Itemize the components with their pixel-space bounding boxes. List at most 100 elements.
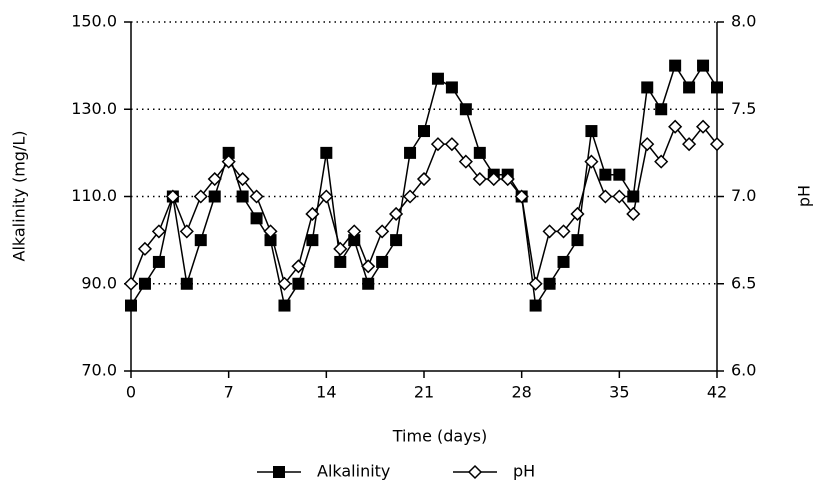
y2-tick-label: 8.0 <box>731 12 756 31</box>
point <box>542 224 557 239</box>
point <box>333 241 348 256</box>
y2-tick-label: 7.0 <box>731 186 756 205</box>
point <box>389 206 404 222</box>
point <box>459 103 472 116</box>
point <box>249 189 264 204</box>
point <box>431 72 444 85</box>
x-tick-label: 28 <box>511 383 531 402</box>
legend-marker <box>273 466 285 478</box>
point <box>320 146 333 159</box>
point <box>319 189 334 204</box>
point <box>528 276 543 291</box>
point <box>709 137 725 152</box>
point <box>263 224 278 239</box>
y-tick-label: 130.0 <box>71 99 117 118</box>
point <box>444 137 459 152</box>
point <box>404 146 417 159</box>
point <box>137 241 153 256</box>
point <box>473 146 486 159</box>
point <box>500 171 515 187</box>
point <box>598 189 613 204</box>
x-tick-label: 21 <box>414 383 434 402</box>
y-tick-label: 70.0 <box>81 361 117 380</box>
point <box>402 189 418 204</box>
point <box>152 255 165 268</box>
point <box>571 234 584 247</box>
point <box>207 171 222 187</box>
point <box>179 224 194 239</box>
point <box>626 206 641 222</box>
point <box>585 125 598 138</box>
x-tick-label: 42 <box>707 383 727 402</box>
legend-marker <box>467 464 483 480</box>
point <box>165 189 180 204</box>
point <box>430 137 446 152</box>
point <box>375 224 390 239</box>
y2-tick-label: 6.5 <box>731 273 756 292</box>
x-tick-label: 14 <box>316 383 336 402</box>
point <box>640 137 655 152</box>
point <box>250 212 263 225</box>
y-tick-label: 110.0 <box>71 186 117 205</box>
point <box>695 119 711 134</box>
point <box>654 154 669 169</box>
point <box>472 171 487 187</box>
point <box>682 137 697 152</box>
y-tick-label: 90.0 <box>81 273 117 292</box>
point <box>278 299 291 312</box>
point <box>668 119 683 134</box>
point <box>180 277 193 290</box>
point <box>277 276 292 291</box>
point <box>514 189 529 204</box>
x-tick-label: 0 <box>126 383 136 402</box>
point <box>669 59 682 72</box>
point <box>557 255 570 268</box>
point <box>334 255 347 268</box>
series-line <box>130 125 718 286</box>
point <box>194 234 207 247</box>
point <box>306 234 319 247</box>
point <box>138 277 151 290</box>
point <box>236 190 249 203</box>
y2-tick-label: 7.5 <box>731 99 756 118</box>
point <box>292 277 305 290</box>
point <box>123 276 139 291</box>
point <box>305 206 320 222</box>
point <box>529 299 542 312</box>
point <box>390 234 403 247</box>
x-tick-label: 35 <box>609 383 629 402</box>
point <box>543 277 556 290</box>
point <box>222 146 235 159</box>
y2-tick-label: 6.0 <box>731 361 756 380</box>
point <box>584 154 599 169</box>
point <box>361 259 376 274</box>
point <box>655 103 668 116</box>
point <box>376 255 389 268</box>
point <box>125 299 137 312</box>
legend-label: Alkalinity <box>317 462 390 481</box>
point <box>683 81 696 94</box>
point <box>418 125 430 138</box>
x-axis-label: Time (days) <box>392 427 488 446</box>
point <box>362 277 375 290</box>
point <box>291 259 306 274</box>
point <box>458 154 473 169</box>
point <box>235 171 250 187</box>
point <box>570 206 585 222</box>
point <box>697 59 710 72</box>
point <box>193 189 208 204</box>
y-tick-label: 150.0 <box>71 12 117 31</box>
point <box>613 168 626 181</box>
point <box>486 171 501 187</box>
y2-axis-label: pH <box>795 185 814 207</box>
point <box>612 189 627 204</box>
point <box>556 224 571 239</box>
point <box>641 81 654 94</box>
x-tick-label: 7 <box>224 383 234 402</box>
point <box>599 168 612 181</box>
legend-label: pH <box>513 462 535 481</box>
point <box>208 190 221 203</box>
point <box>416 171 432 187</box>
point <box>445 81 458 94</box>
